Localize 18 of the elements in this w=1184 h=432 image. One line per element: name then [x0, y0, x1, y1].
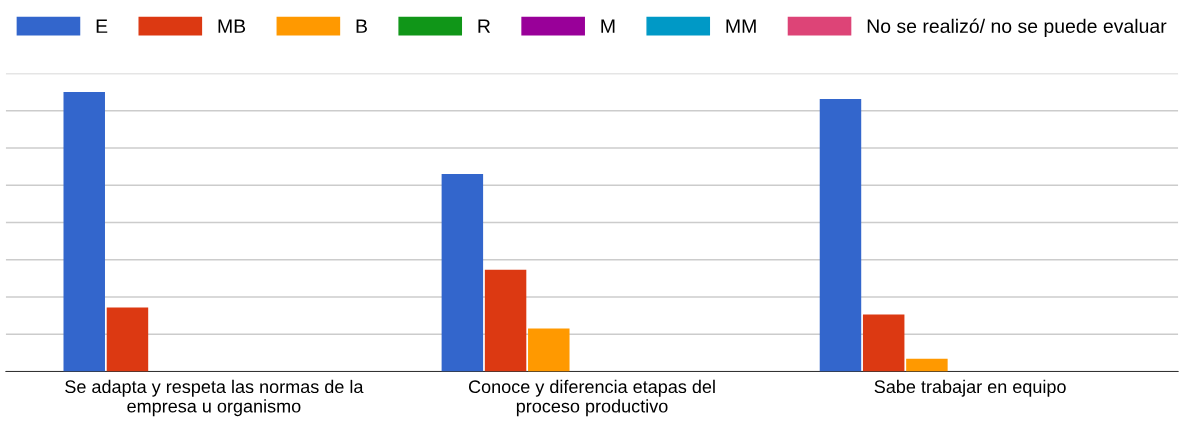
x-tick-label: Sabe trabajar en equipo: [874, 379, 1066, 397]
bar: [484, 269, 527, 372]
x-tick-label: Conoce y diferencia etapas del proceso productivo: [468, 379, 715, 417]
legend-label: MM: [726, 19, 756, 33]
bar: [906, 358, 948, 372]
legend-label: M: [601, 19, 615, 33]
bar: [63, 92, 105, 372]
bar: [819, 99, 862, 372]
bar: [862, 314, 905, 372]
legend-label: E: [96, 19, 108, 33]
legend-label: R: [478, 19, 491, 33]
legend-label: B: [356, 19, 367, 33]
bar: [528, 328, 570, 372]
bar: [106, 307, 149, 372]
legend-label: No se realizó/ no se puede evaluar: [867, 18, 1167, 37]
bar: [441, 173, 484, 372]
legend-label: MB: [218, 19, 246, 33]
x-tick-label: Se adapta y respeta las normas de la empresa u organismo: [65, 379, 364, 417]
